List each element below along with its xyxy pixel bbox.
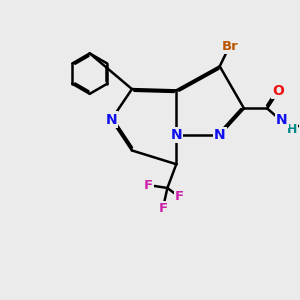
Text: N: N: [106, 112, 117, 127]
Text: N: N: [214, 128, 226, 142]
Text: O: O: [272, 84, 284, 98]
Text: H: H: [286, 123, 297, 136]
Text: F: F: [175, 190, 184, 203]
Text: F: F: [158, 202, 167, 215]
Text: N: N: [170, 128, 182, 142]
Text: N: N: [276, 113, 288, 127]
Text: F: F: [143, 178, 153, 191]
Text: Br: Br: [222, 40, 238, 53]
